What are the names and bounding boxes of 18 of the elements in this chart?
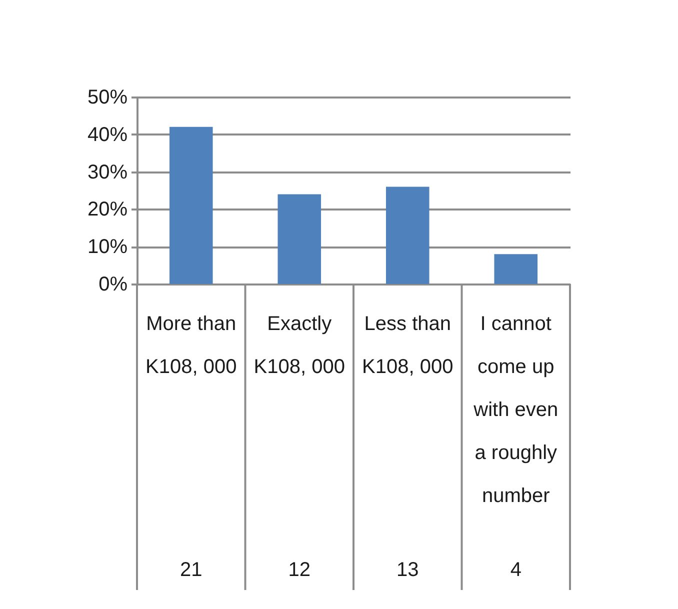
text: 21: [180, 559, 202, 581]
bar: [169, 126, 213, 284]
x-tick-label: Exactly K108, 000: [254, 313, 345, 378]
bar: [278, 194, 322, 284]
bar: [494, 254, 538, 284]
y-tick-label: 20%: [87, 198, 128, 221]
y-tick-label: 0%: [98, 274, 128, 296]
bar: [386, 186, 430, 284]
y-tick-label: 40%: [87, 124, 128, 146]
text: 13: [396, 559, 419, 581]
x-tick-label: Less than K108, 000: [362, 313, 454, 378]
x-tick-label: I cannot come up with even a roughly number: [472, 313, 558, 507]
x-tick-label: More than K108, 000: [146, 313, 237, 378]
text: 4: [510, 559, 522, 581]
y-tick-label: 10%: [87, 236, 128, 258]
text: 12: [288, 559, 310, 581]
y-tick-label: 30%: [87, 161, 128, 184]
y-tick-label: 50%: [87, 86, 128, 108]
